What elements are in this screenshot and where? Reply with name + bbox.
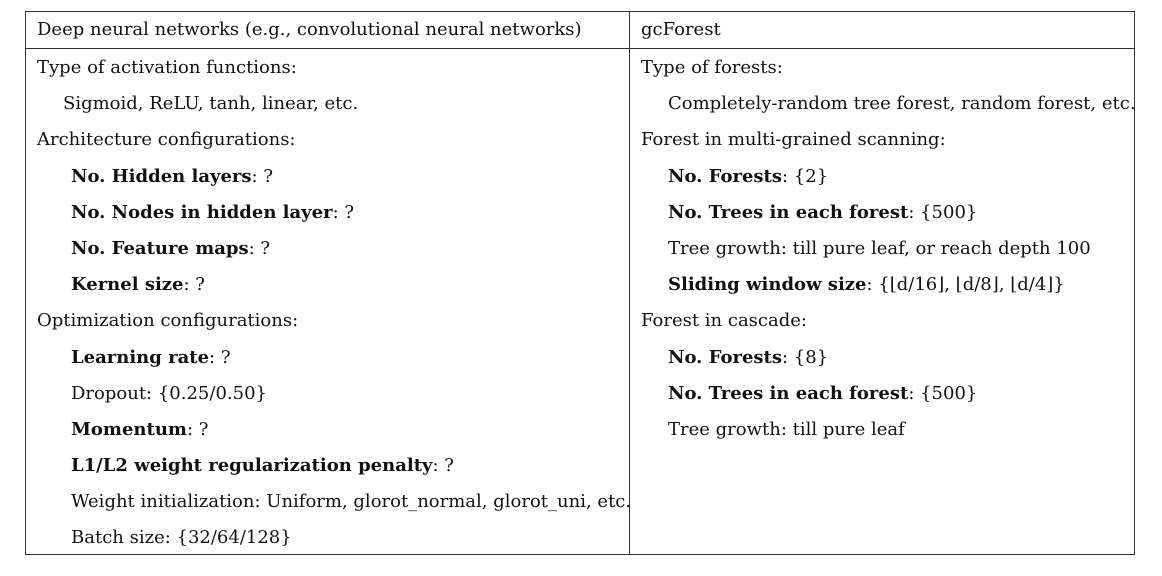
kernel-row: Kernel size: ?	[37, 267, 622, 303]
opt-title: Optimization configurations:	[37, 310, 299, 332]
mgs-forests-row: No. Forests: {2}	[641, 159, 1131, 195]
lr-label: Learning rate	[71, 346, 210, 368]
mgs-title: Forest in multi-grained scanning:	[641, 129, 946, 151]
batch-row: Batch size: {32/64/128}	[71, 527, 292, 549]
kernel-value: : ?	[183, 274, 205, 296]
cascade-trees-row: No. Trees in each forest: {500}	[641, 376, 1131, 412]
cascade-trees-value: : {500}	[908, 382, 978, 404]
hidden-layers-label: No. Hidden layers	[71, 165, 252, 187]
sliding-value: : {⌊d/16⌋, ⌊d/8⌋, ⌊d/4⌋}	[866, 274, 1065, 296]
kernel-label: Kernel size	[71, 274, 184, 296]
header-dnn: Deep neural networks (e.g., convolutiona…	[37, 19, 582, 40]
cascade-title: Forest in cascade:	[641, 310, 807, 332]
mgs-forests-label: No. Forests	[668, 165, 782, 187]
header-gcforest: gcForest	[641, 19, 721, 40]
dropout-row: Dropout: {0.25/0.50}	[71, 382, 267, 404]
header-divider	[26, 48, 1134, 49]
lr-row: Learning rate: ?	[37, 340, 622, 376]
arch-title: Architecture configurations:	[37, 129, 296, 151]
momentum-row: Momentum: ?	[37, 412, 622, 448]
activation-list: Sigmoid, ReLU, tanh, linear, etc.	[63, 93, 359, 115]
mgs-forests-value: : {2}	[782, 165, 829, 187]
feature-maps-row: No. Feature maps: ?	[37, 231, 622, 267]
comparison-table: Deep neural networks (e.g., convolutiona…	[25, 11, 1136, 557]
forest-type-title: Type of forests:	[641, 57, 783, 78]
hidden-nodes-label: No. Nodes in hidden layer	[71, 201, 333, 223]
momentum-label: Momentum	[71, 418, 187, 440]
sliding-label: Sliding window size	[668, 274, 867, 296]
feature-maps-label: No. Feature maps	[71, 237, 249, 259]
sliding-row: Sliding window size: {⌊d/16⌋, ⌊d/8⌋, ⌊d/…	[641, 267, 1131, 303]
feature-maps-value: : ?	[248, 237, 271, 259]
column-divider	[629, 12, 630, 554]
mgs-trees-value: : {500}	[908, 201, 978, 223]
mgs-trees-row: No. Trees in each forest: {500}	[641, 195, 1131, 231]
mgs-trees-label: No. Trees in each forest	[668, 201, 909, 223]
l1l2-value: : ?	[432, 455, 454, 477]
cascade-growth-row: Tree growth: till pure leaf	[668, 418, 905, 440]
cascade-forests-label: No. Forests	[668, 346, 782, 368]
momentum-value: : ?	[186, 418, 209, 440]
cascade-forests-value: : {8}	[782, 346, 829, 368]
cascade-forests-row: No. Forests: {8}	[641, 340, 1131, 376]
l1l2-row: L1/L2 weight regularization penalty: ?	[37, 448, 622, 484]
hidden-layers-row: No. Hidden layers: ?	[37, 159, 622, 195]
gcforest-column: Type of forests: Completely-random tree …	[641, 50, 1136, 448]
mgs-growth-row: Tree growth: till pure leaf, or reach de…	[668, 237, 1091, 259]
weight-init-row: Weight initialization: Uniform, glorot_n…	[71, 491, 632, 513]
forest-type-list: Completely-random tree forest, random fo…	[668, 93, 1136, 115]
l1l2-label: L1/L2 weight regularization penalty	[71, 455, 433, 477]
hidden-layers-value: : ?	[251, 165, 273, 187]
hidden-nodes-value: : ?	[332, 201, 354, 223]
lr-value: : ?	[209, 346, 231, 368]
cascade-trees-label: No. Trees in each forest	[668, 382, 909, 404]
hidden-nodes-row: No. Nodes in hidden layer: ?	[37, 195, 622, 231]
activation-title: Type of activation functions:	[37, 57, 297, 78]
dnn-column: Type of activation functions: Sigmoid, R…	[37, 50, 632, 557]
